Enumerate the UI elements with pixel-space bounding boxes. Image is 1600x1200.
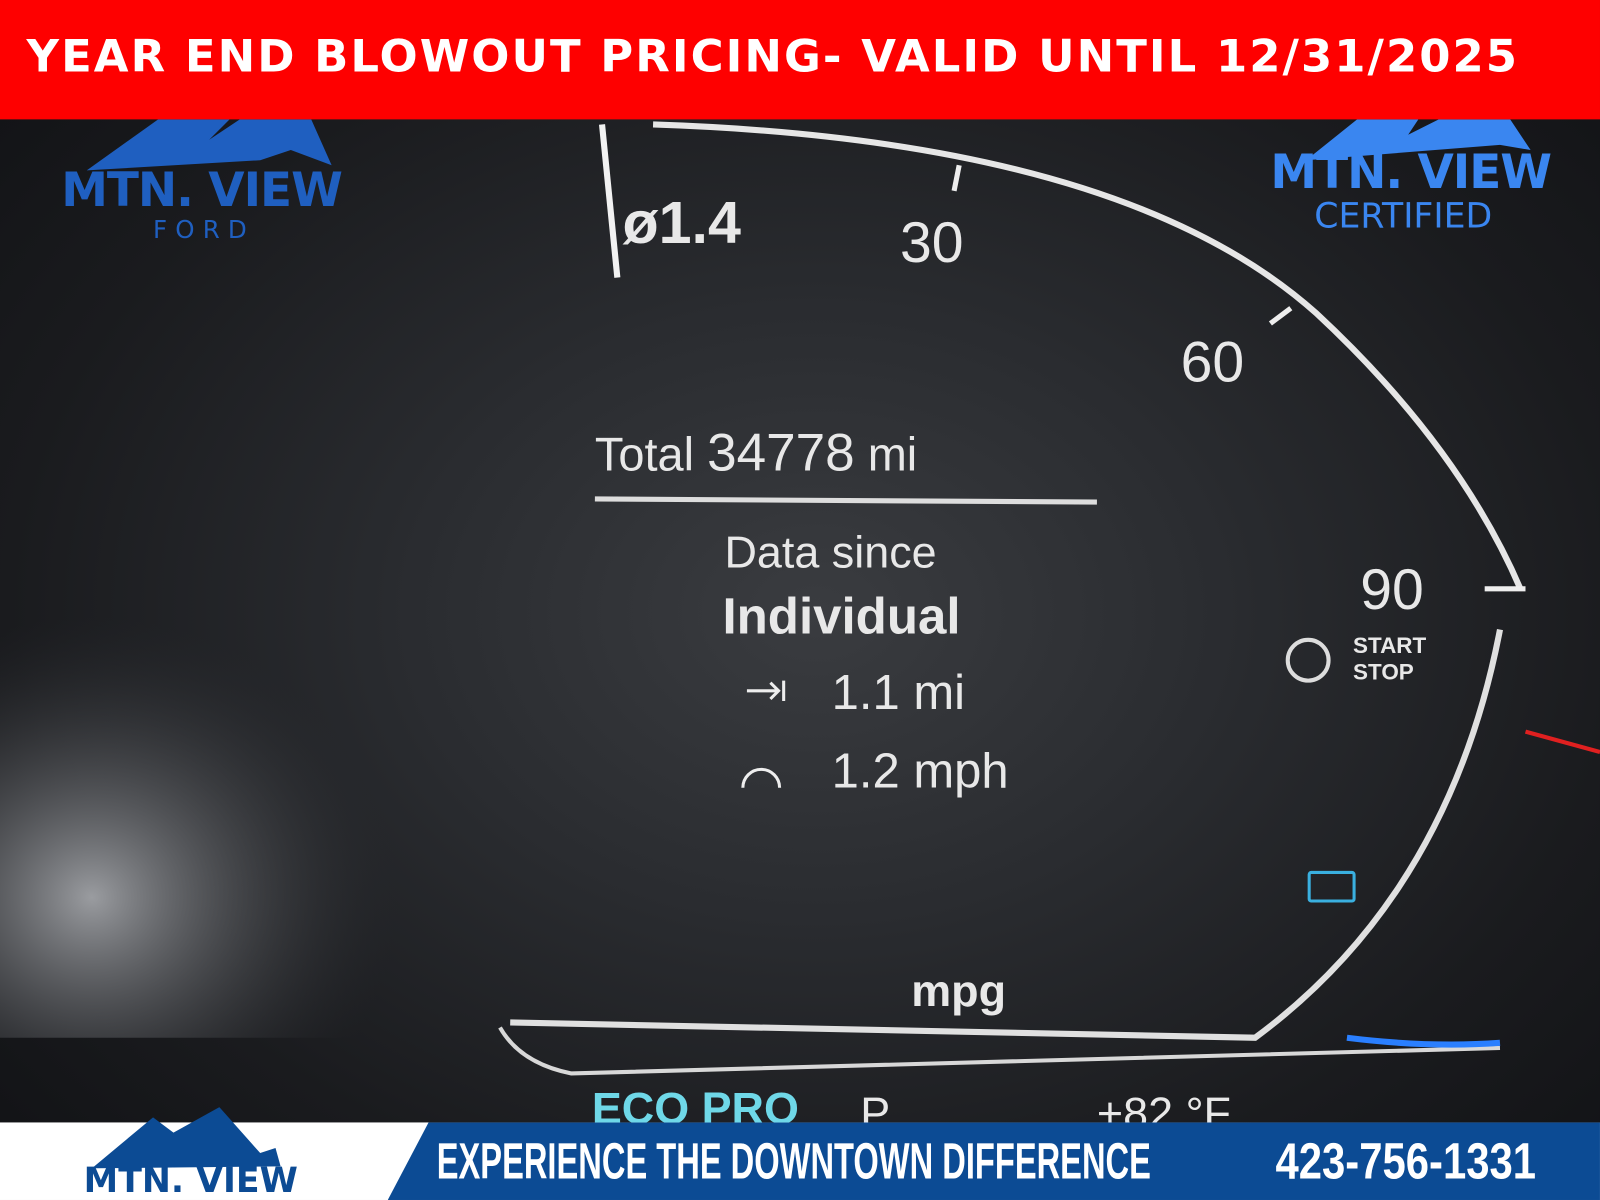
footer-phone[interactable]: 423-756-1331 (1275, 1132, 1537, 1190)
auto-start-stop-icon (1285, 637, 1331, 683)
battery-icon (1307, 870, 1356, 903)
logo-right-sub: CERTIFIED (1314, 195, 1493, 237)
average-speed: 1.2 mph (832, 744, 1009, 800)
mountain-icon (91, 1107, 281, 1169)
blue-indicator (1346, 1034, 1501, 1048)
footer-band (387, 1122, 1600, 1200)
gauge-lower-arc (510, 629, 1503, 1041)
trip-distance: 1.1 mi (832, 665, 965, 721)
scale-tick-90: 90 (1360, 557, 1424, 622)
gauge-outer-arc (652, 121, 1524, 590)
data-since-label: Data since (724, 527, 937, 578)
bottom-bar-line (498, 1026, 1501, 1076)
tick-30 (951, 164, 962, 192)
logo-left-name: MTN. VIEW (61, 162, 343, 218)
mountain-icon (86, 119, 332, 171)
footer-logo-name: MTN. VIEW (83, 1160, 298, 1200)
trip-distance-value: 1.1 (831, 666, 900, 721)
tick-60 (1268, 306, 1293, 326)
footer-slogan: EXPERIENCE THE DOWNTOWN DIFFERENCE (436, 1132, 1151, 1190)
red-indicator (1524, 729, 1600, 755)
consumption-unit: mpg (911, 966, 1007, 1017)
dashboard-photo: ø1.4 30 60 90 Total 34778 mi Data since … (0, 119, 1600, 1139)
camera-view-glow (0, 476, 613, 1038)
distance-arrow-icon (746, 680, 786, 702)
logo-right-name: MTN. VIEW (1270, 143, 1552, 199)
logo-left-sub: FORD (153, 215, 255, 244)
odometer: Total 34778 mi (595, 422, 917, 483)
scale-tick-30: 30 (899, 210, 964, 275)
data-since-value: Individual (722, 587, 961, 645)
promo-text: YEAR END BLOWOUT PRICING- VALID UNTIL 12… (26, 30, 1520, 83)
scale-tick-60: 60 (1180, 329, 1245, 394)
average-speed-value: 1.2 (831, 744, 900, 799)
start-stop-bottom: STOP (1353, 659, 1414, 685)
trip-distance-unit: mi (913, 666, 966, 721)
speedometer-icon (741, 767, 782, 788)
promo-banner: YEAR END BLOWOUT PRICING- VALID UNTIL 12… (0, 0, 1600, 120)
mountain-icon (1306, 119, 1531, 161)
gauge-graphics (0, 121, 1600, 1076)
odometer-value: 34778 (707, 423, 855, 483)
start-stop-label: START STOP (1353, 633, 1426, 686)
start-stop-top: START (1353, 632, 1427, 659)
gauge-needle-line (598, 124, 621, 278)
average-speed-unit: mph (913, 744, 1009, 799)
odometer-unit: mi (867, 427, 918, 481)
average-consumption: ø1.4 (622, 189, 741, 257)
footer-banner: MTN. VIEW EXPERIENCE THE DOWNTOWN DIFFER… (0, 1107, 1600, 1200)
divider (594, 496, 1097, 505)
total-label: Total (594, 427, 695, 481)
